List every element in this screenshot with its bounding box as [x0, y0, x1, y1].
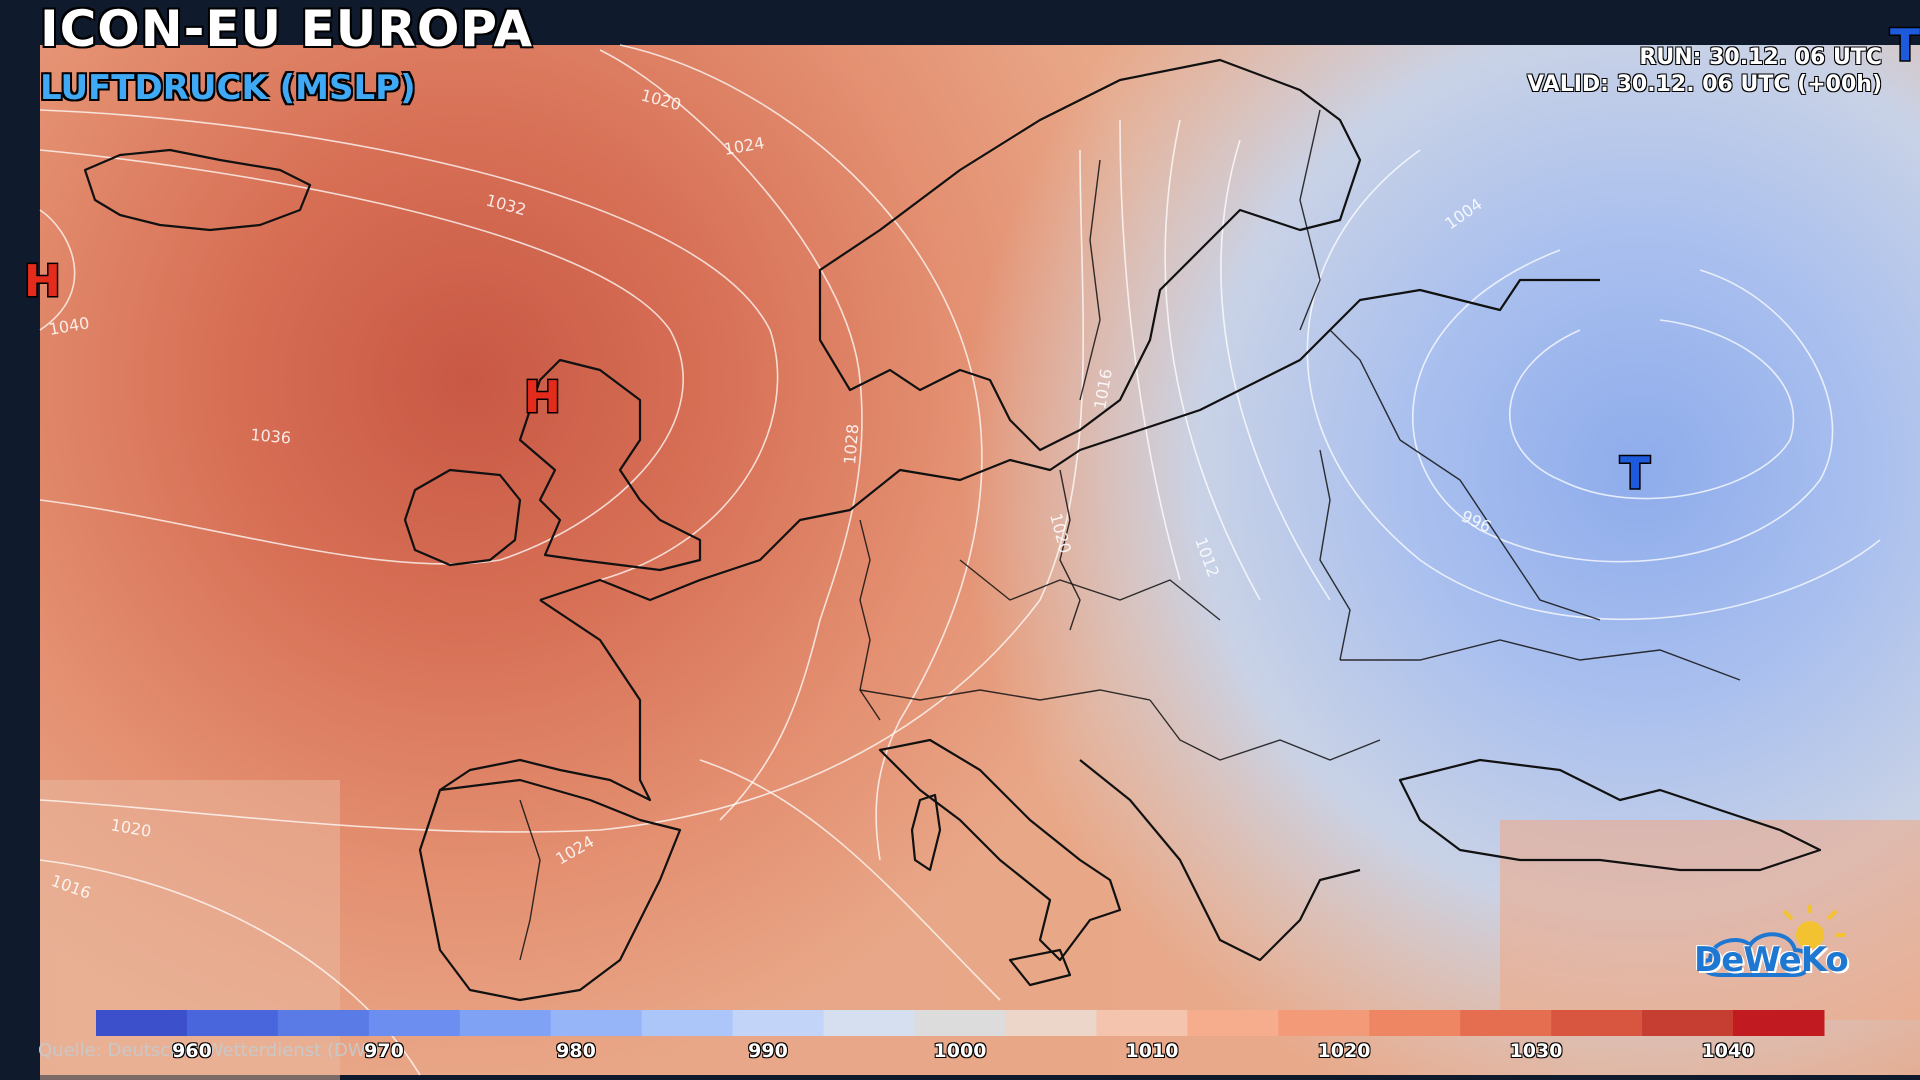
- border-scandinavia: [1079, 159, 1101, 401]
- high-pressure-center: H: [524, 372, 561, 423]
- border-france-germany: [859, 519, 881, 721]
- legend-swatch: [96, 1010, 188, 1036]
- legend-tick-label: 990: [748, 1040, 788, 1062]
- isobar-1000: [1412, 249, 1834, 563]
- legend-tick-label: 1020: [1317, 1040, 1371, 1062]
- border-central: [959, 559, 1221, 621]
- legend-swatch: [1733, 1010, 1825, 1036]
- legend-swatch: [1187, 1010, 1279, 1036]
- country-borders: [519, 109, 1741, 961]
- isobar-1012: [1164, 119, 1261, 601]
- turkey-shading: [1500, 820, 1920, 1020]
- balkan-coast: [1079, 759, 1361, 962]
- isobar-1020-south: [699, 759, 1001, 1001]
- legend-swatch: [277, 1010, 370, 1036]
- legend-tick-label: 1000: [933, 1040, 987, 1062]
- deweko-logo-icon: [1701, 905, 1845, 977]
- legend-swatch: [1551, 1010, 1643, 1036]
- france-coast: [439, 599, 652, 802]
- run-info: RUN: 30.12. 06 UTC VALID: 30.12. 06 UTC …: [1527, 44, 1882, 98]
- legend-swatch: [1460, 1010, 1552, 1036]
- legend-tick-label: 960: [172, 1040, 212, 1062]
- legend-tick-label: 1040: [1701, 1040, 1755, 1062]
- continent-coast: [539, 278, 1600, 602]
- legend-tick-label: 1010: [1125, 1040, 1179, 1062]
- map-title: ICON-EU EUROPA: [40, 0, 534, 58]
- border-alps: [859, 689, 1151, 701]
- border-russia-belarus: [1399, 439, 1601, 621]
- iberia-coast: [418, 778, 682, 1002]
- border-poland-east: [1319, 449, 1351, 661]
- isobar-1032: [39, 109, 779, 581]
- ireland-coast: [403, 468, 522, 567]
- legend-swatch: [641, 1010, 734, 1036]
- iceland-coast: [83, 148, 312, 232]
- coastlines: [83, 58, 1822, 1002]
- legend-swatch: [823, 1010, 916, 1036]
- map-subtitle: LUFTDRUCK (MSLP): [40, 68, 416, 108]
- isobar-1028: [599, 49, 863, 821]
- border-balkans: [1149, 699, 1381, 761]
- great-britain-coast: [518, 358, 702, 572]
- isobar-996: [1509, 319, 1795, 500]
- legend-swatch: [1278, 1010, 1370, 1036]
- legend-swatch: [186, 1010, 279, 1036]
- corsica-sardinia: [910, 793, 942, 872]
- border-baltics: [1329, 329, 1401, 441]
- color-legend: [96, 1010, 1825, 1036]
- border-finland-russia: [1299, 109, 1321, 331]
- border-iberia: [519, 799, 541, 961]
- scandinavia-coast: [818, 58, 1362, 452]
- isobar-label: 1028: [840, 423, 862, 465]
- isobar-1008: [1220, 139, 1331, 601]
- legend-swatch: [459, 1010, 552, 1036]
- legend-swatch: [550, 1010, 643, 1036]
- sicily-coast: [1008, 948, 1072, 987]
- logo-text: DeWeKo: [1694, 940, 1849, 980]
- legend-tick-label: 970: [364, 1040, 404, 1062]
- isobar-1016-east: [1119, 119, 1181, 581]
- legend-swatch: [368, 1010, 461, 1036]
- border-germany-poland: [1059, 469, 1081, 631]
- legend-swatch: [1369, 1010, 1461, 1036]
- isobar-label: 1036: [250, 425, 292, 447]
- italy-coast: [878, 738, 1122, 962]
- pressure-centers: H H T T: [23, 19, 1920, 501]
- high-pressure-center: H: [24, 256, 61, 307]
- legend-tick-label: 980: [556, 1040, 596, 1062]
- low-pressure-center: T: [1890, 20, 1920, 71]
- isobar-1040: [39, 209, 76, 331]
- isobar-1004: [1306, 149, 1881, 621]
- black-sea-coast: [1398, 758, 1822, 872]
- legend-swatch: [1005, 1010, 1097, 1036]
- data-source: Quelle: Deutscher Wetterdienst (DWD): [38, 1040, 387, 1061]
- legend-swatch: [732, 1010, 825, 1036]
- border-ukraine: [1340, 639, 1741, 681]
- legend-tick-label: 1030: [1509, 1040, 1563, 1062]
- low-pressure-center: T: [1620, 448, 1650, 499]
- run-time: RUN: 30.12. 06 UTC: [1639, 45, 1882, 70]
- isobar-1036: [39, 149, 684, 565]
- valid-time: VALID: 30.12. 06 UTC (+00h): [1527, 72, 1882, 97]
- legend-swatch: [1642, 1010, 1734, 1036]
- legend-swatch: [1096, 1010, 1188, 1036]
- legend-swatch: [914, 1010, 1006, 1036]
